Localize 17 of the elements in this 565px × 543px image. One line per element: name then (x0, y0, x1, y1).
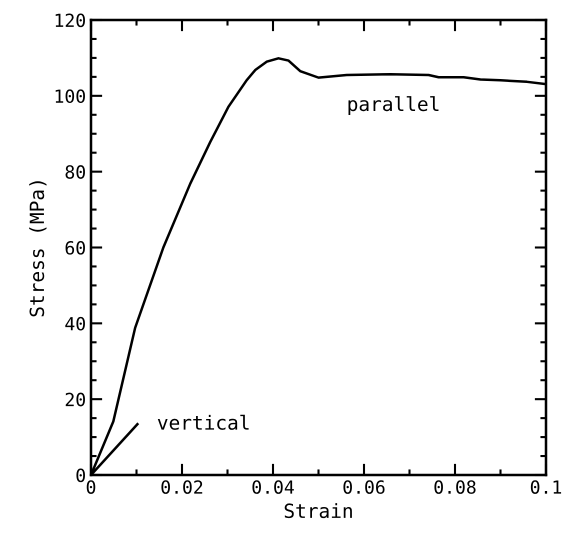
y-tick-label: 20 (66, 392, 85, 406)
x-tick-label: 0.1 (530, 480, 562, 494)
x-tick-label: 0.06 (343, 480, 385, 494)
y-tick-label: 60 (66, 241, 85, 255)
x-tick-label: 0.08 (434, 480, 476, 494)
series-label: parallel (348, 96, 438, 115)
x-tick-label: 0 (86, 480, 96, 494)
y-tick-label: 0 (76, 468, 85, 482)
y-tick-label: 100 (56, 89, 85, 103)
x-tick-label: 0.02 (161, 480, 202, 494)
y-axis-title: Stress (MPa) (29, 181, 46, 316)
series-label: vertical (158, 414, 249, 430)
y-tick-label: 80 (66, 165, 85, 179)
x-tick-label: 0.04 (252, 480, 294, 494)
y-tick-label: 40 (65, 316, 85, 330)
y-tick-label: 120 (56, 14, 85, 28)
x-axis-title: Strain (284, 503, 352, 518)
